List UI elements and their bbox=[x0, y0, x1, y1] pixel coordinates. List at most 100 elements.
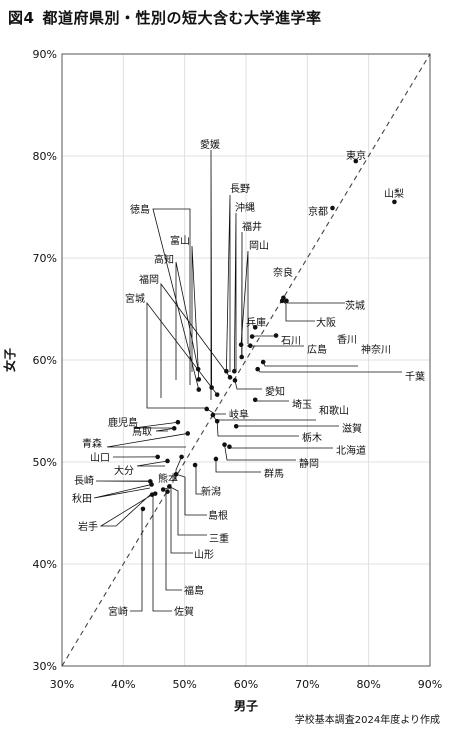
data-point bbox=[175, 419, 181, 425]
diagonal-reference-line bbox=[61, 53, 431, 667]
source-note: 学校基本調査2024年度より作成 bbox=[294, 715, 440, 726]
point-label: 富山 bbox=[170, 234, 190, 247]
leader-line bbox=[93, 484, 152, 499]
data-point bbox=[233, 424, 239, 429]
data-point bbox=[273, 333, 279, 338]
point-label: 愛媛 bbox=[200, 138, 220, 151]
data-point bbox=[196, 387, 202, 392]
data-point bbox=[192, 462, 198, 468]
data-point bbox=[252, 325, 258, 330]
leader-line bbox=[175, 261, 199, 380]
leader-line bbox=[169, 486, 207, 536]
data-point bbox=[140, 506, 146, 512]
y-tick-label: 80% bbox=[33, 150, 57, 163]
point-label: 沖縄 bbox=[235, 201, 255, 214]
point-label: 静岡 bbox=[299, 457, 319, 470]
x-axis-label: 男子 bbox=[234, 699, 258, 713]
data-point bbox=[227, 444, 232, 450]
leader-line bbox=[233, 212, 237, 372]
data-point bbox=[185, 431, 191, 436]
figure-title-text: 都道府県別・性別の短大含む大学進学率 bbox=[42, 9, 322, 27]
data-point bbox=[279, 298, 285, 304]
leader-line bbox=[99, 493, 153, 527]
data-point bbox=[214, 418, 220, 424]
point-label: 鹿児島 bbox=[108, 416, 138, 429]
leader-line bbox=[165, 491, 182, 591]
point-label: 滋賀 bbox=[342, 422, 362, 435]
leader-line bbox=[163, 486, 193, 554]
data-points bbox=[140, 158, 397, 512]
data-point bbox=[330, 205, 335, 211]
x-tick-label: 80% bbox=[356, 678, 380, 691]
data-point bbox=[214, 392, 220, 397]
data-point bbox=[195, 366, 201, 372]
leader-line bbox=[152, 493, 172, 612]
leader-line bbox=[130, 508, 144, 612]
data-point bbox=[204, 406, 210, 412]
data-point bbox=[209, 385, 214, 390]
point-label: 福岡 bbox=[139, 273, 159, 286]
point-label: 青森 bbox=[82, 437, 102, 450]
data-point bbox=[210, 412, 216, 418]
leader-line bbox=[224, 444, 296, 461]
data-point bbox=[252, 397, 258, 403]
point-label: 群馬 bbox=[264, 467, 284, 480]
y-tick-label: 70% bbox=[33, 252, 57, 265]
leader-line bbox=[240, 250, 249, 345]
leader-line bbox=[133, 421, 178, 429]
x-tick-label: 40% bbox=[111, 678, 135, 691]
axes bbox=[61, 53, 431, 667]
leader-line bbox=[257, 368, 402, 373]
data-point bbox=[255, 366, 260, 372]
leader-line bbox=[106, 433, 188, 448]
data-point bbox=[232, 378, 238, 383]
tick-labels: 30% 30% 40% 40% 50% 50% 60% 60% 70% 70% 80% 80% 90% 9… bbox=[33, 48, 443, 691]
leader-line bbox=[234, 380, 262, 390]
figure-title: 図4 都道府県別・性別の短大含む大学進学率 bbox=[8, 7, 321, 28]
reference-line bbox=[61, 53, 431, 667]
point-label: 長野 bbox=[230, 183, 250, 195]
leader-line bbox=[175, 473, 207, 516]
data-point bbox=[155, 454, 160, 460]
y-tick-label: 50% bbox=[33, 456, 57, 469]
x-tick-label: 50% bbox=[172, 678, 196, 691]
data-point bbox=[239, 354, 245, 360]
y-tick-label: 90% bbox=[33, 48, 57, 61]
point-label: 茨城 bbox=[345, 299, 365, 312]
leader-line bbox=[254, 399, 289, 402]
point-label: 熊本 bbox=[158, 472, 178, 485]
data-point bbox=[353, 158, 359, 164]
leader-line bbox=[262, 361, 358, 367]
data-point bbox=[222, 442, 227, 447]
x-tick-label: 70% bbox=[295, 678, 319, 691]
data-point bbox=[152, 491, 158, 496]
leader-line bbox=[160, 282, 231, 398]
data-point bbox=[171, 426, 177, 431]
point-label: 山梨 bbox=[384, 187, 404, 200]
data-point bbox=[227, 375, 233, 380]
leader-line bbox=[146, 301, 218, 409]
point-label: 奈良 bbox=[273, 266, 293, 279]
x-tick-label: 60% bbox=[234, 678, 258, 691]
data-point bbox=[238, 342, 244, 348]
point-label: 島根 bbox=[208, 509, 228, 522]
x-tick-label: 30% bbox=[50, 678, 74, 691]
data-point bbox=[179, 454, 184, 460]
point-label: 大分 bbox=[114, 464, 134, 477]
leader-line bbox=[281, 300, 315, 322]
point-label: 福井 bbox=[242, 220, 262, 233]
point-label: 岐阜 bbox=[229, 408, 249, 421]
leader-line bbox=[225, 194, 231, 372]
data-point bbox=[167, 484, 172, 489]
point-label: 大阪 bbox=[316, 316, 336, 329]
point-label: 鳥取 bbox=[132, 425, 152, 438]
data-point bbox=[165, 458, 170, 464]
data-point bbox=[260, 359, 266, 365]
point-label: 愛知 bbox=[265, 385, 285, 398]
point-label: 秋田 bbox=[72, 492, 92, 505]
y-tick-label: 60% bbox=[33, 354, 57, 367]
point-label: 高知 bbox=[154, 253, 174, 266]
point-label: 長崎 bbox=[74, 474, 94, 487]
point-label: 佐賀 bbox=[174, 606, 194, 618]
